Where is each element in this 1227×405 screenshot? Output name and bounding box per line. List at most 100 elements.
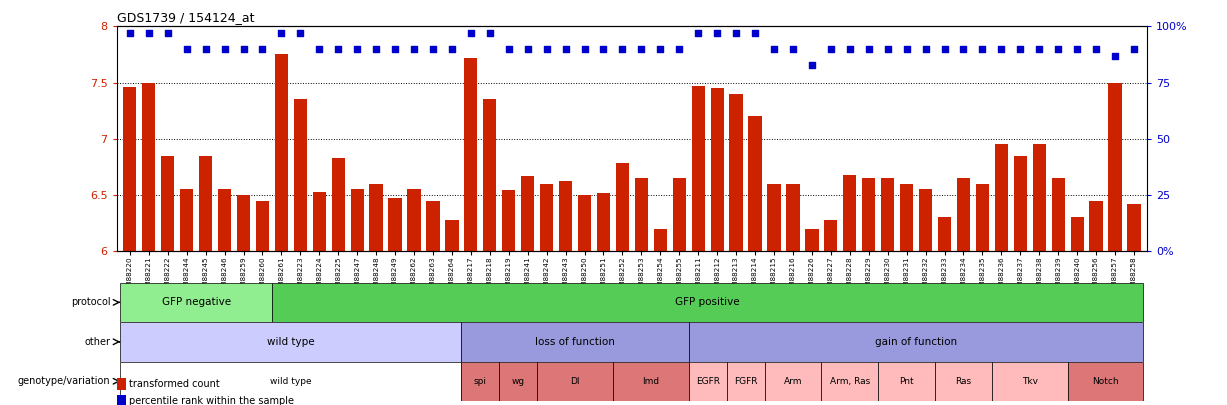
Bar: [426, 200, 439, 251]
Bar: [843, 175, 856, 251]
Bar: [117, 378, 126, 390]
Point: [480, 30, 499, 36]
Point: [196, 46, 216, 52]
Bar: [120, 362, 461, 401]
Text: other: other: [85, 337, 110, 347]
Point: [915, 46, 935, 52]
Text: wg: wg: [512, 377, 525, 386]
Bar: [957, 178, 971, 251]
Point: [215, 46, 234, 52]
Text: transformed count: transformed count: [130, 379, 220, 389]
Point: [556, 46, 575, 52]
Bar: [351, 189, 364, 251]
Bar: [616, 164, 629, 251]
Bar: [995, 144, 1009, 251]
Bar: [881, 178, 894, 251]
Point: [840, 46, 860, 52]
Bar: [464, 58, 477, 251]
Bar: [1128, 204, 1141, 251]
Text: Dl: Dl: [571, 377, 580, 386]
Point: [139, 30, 158, 36]
Bar: [461, 322, 688, 362]
Bar: [313, 192, 326, 251]
Point: [537, 46, 557, 52]
Bar: [120, 283, 272, 322]
Point: [233, 46, 253, 52]
Point: [783, 46, 802, 52]
Bar: [937, 217, 951, 251]
Point: [991, 46, 1011, 52]
Text: Imd: Imd: [642, 377, 659, 386]
Bar: [805, 228, 818, 251]
Point: [726, 30, 746, 36]
Bar: [293, 99, 307, 251]
Bar: [634, 178, 648, 251]
Point: [802, 61, 822, 68]
Bar: [688, 322, 1144, 362]
Bar: [919, 189, 933, 251]
Point: [935, 46, 955, 52]
Bar: [237, 195, 250, 251]
Point: [461, 30, 481, 36]
Bar: [499, 362, 537, 401]
Point: [632, 46, 652, 52]
Point: [404, 46, 423, 52]
Bar: [445, 220, 459, 251]
Bar: [879, 362, 935, 401]
Bar: [180, 189, 194, 251]
Point: [877, 46, 897, 52]
Point: [347, 46, 367, 52]
Bar: [161, 156, 174, 251]
Bar: [407, 189, 421, 251]
Point: [707, 30, 726, 36]
Point: [574, 46, 594, 52]
Text: Ras: Ras: [956, 377, 972, 386]
Text: Notch: Notch: [1092, 377, 1119, 386]
Text: GFP negative: GFP negative: [162, 297, 231, 307]
Text: wild type: wild type: [267, 337, 314, 347]
Text: GFP positive: GFP positive: [675, 297, 740, 307]
Point: [612, 46, 632, 52]
Bar: [730, 94, 742, 251]
Text: wild type: wild type: [270, 377, 312, 386]
Bar: [123, 87, 136, 251]
Point: [291, 30, 310, 36]
Point: [650, 46, 670, 52]
Point: [1124, 46, 1144, 52]
Bar: [672, 178, 686, 251]
Bar: [272, 283, 1144, 322]
Point: [953, 46, 973, 52]
Point: [670, 46, 690, 52]
Text: spi: spi: [474, 377, 487, 386]
Point: [764, 46, 784, 52]
Bar: [764, 362, 821, 401]
Bar: [537, 362, 614, 401]
Bar: [218, 189, 231, 251]
Point: [423, 46, 443, 52]
Bar: [654, 228, 667, 251]
Bar: [1033, 144, 1045, 251]
Text: EGFR: EGFR: [696, 377, 720, 386]
Point: [1011, 46, 1031, 52]
Point: [518, 46, 537, 52]
Bar: [991, 362, 1067, 401]
Bar: [821, 362, 879, 401]
Bar: [1052, 178, 1065, 251]
Point: [1067, 46, 1087, 52]
Bar: [935, 362, 991, 401]
Bar: [120, 322, 461, 362]
Point: [973, 46, 993, 52]
Point: [1029, 46, 1049, 52]
Bar: [710, 88, 724, 251]
Point: [1048, 46, 1067, 52]
Bar: [461, 362, 499, 401]
Bar: [142, 83, 156, 251]
Point: [745, 30, 764, 36]
Bar: [1067, 362, 1144, 401]
Bar: [578, 195, 591, 251]
Point: [120, 30, 140, 36]
Bar: [560, 181, 572, 251]
Point: [271, 30, 291, 36]
Point: [309, 46, 329, 52]
Point: [1086, 46, 1106, 52]
